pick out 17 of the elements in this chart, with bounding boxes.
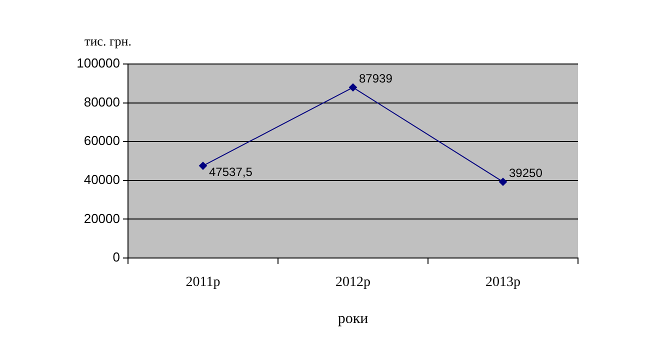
x-tick-label: 2011р xyxy=(186,275,220,290)
y-tick-label: 40000 xyxy=(84,172,120,187)
y-axis-title: тис. грн. xyxy=(84,33,132,48)
point xyxy=(199,162,207,170)
data-label: 39250 xyxy=(509,166,543,180)
y-tick-label: 0 xyxy=(112,250,120,265)
data-label: 87939 xyxy=(359,72,393,86)
y-tick-label: 60000 xyxy=(84,133,120,148)
x-axis-title: роки xyxy=(338,310,368,327)
y-tick-label: 20000 xyxy=(84,210,120,226)
y-tick-label: 100000 xyxy=(76,56,120,71)
point xyxy=(499,178,507,186)
x-tick-label: 2013р xyxy=(486,275,520,290)
x-tick-label: 2012р xyxy=(336,275,370,290)
data-label: 47537,5 xyxy=(209,165,253,180)
y-tick-label: 80000 xyxy=(84,94,120,110)
point xyxy=(349,83,357,92)
